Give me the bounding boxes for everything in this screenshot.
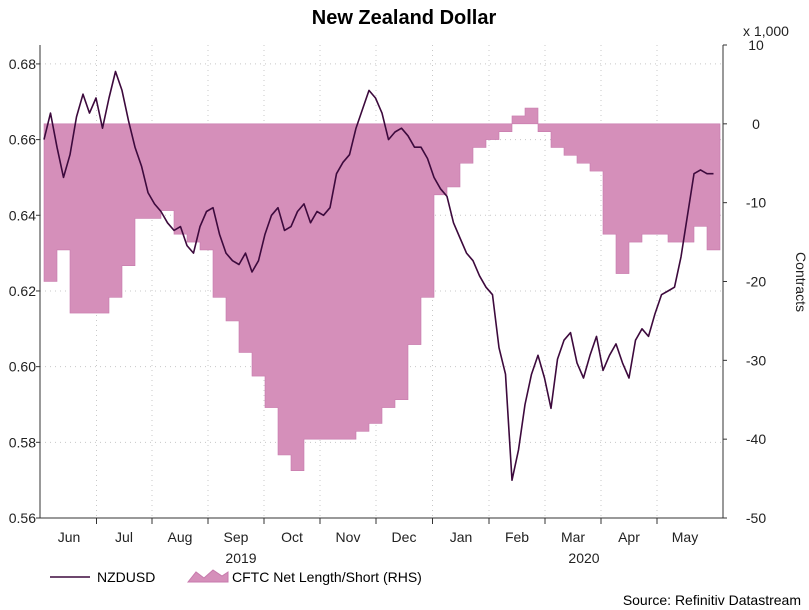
month-tick-label: Aug bbox=[168, 529, 193, 545]
right-axis-label: Contracts bbox=[793, 252, 809, 312]
axes bbox=[36, 44, 727, 524]
cftc-area bbox=[43, 107, 721, 471]
left-tick-label: 0.58 bbox=[9, 434, 36, 450]
nzdusd-line bbox=[43, 70, 714, 482]
left-tick-label: 0.56 bbox=[9, 510, 36, 526]
month-tick-label: May bbox=[672, 529, 698, 545]
legend-area-swatch bbox=[186, 569, 229, 583]
left-tick-label: 0.68 bbox=[9, 56, 36, 72]
year-tick-label: 2019 bbox=[225, 550, 256, 566]
tick-labels: 0.56 0.58 0.60 0.62 0.64 0.66 0.68 -50 -40 -30 -20… bbox=[9, 37, 767, 566]
month-tick-label: Nov bbox=[336, 529, 361, 545]
legend-line-label: NZDUSD bbox=[97, 569, 155, 585]
right-tick-label: -40 bbox=[746, 431, 766, 447]
legend-area-label: CFTC Net Length/Short (RHS) bbox=[232, 569, 422, 585]
left-tick-label: 0.62 bbox=[9, 283, 36, 299]
month-tick-label: Jul bbox=[115, 529, 133, 545]
month-tick-label: Oct bbox=[281, 529, 303, 545]
nzdusd-line-series bbox=[43, 70, 714, 482]
month-tick-label: Mar bbox=[561, 529, 585, 545]
left-tick-label: 0.60 bbox=[9, 359, 36, 375]
month-tick-label: Dec bbox=[392, 529, 417, 545]
month-tick-label: Jan bbox=[450, 529, 473, 545]
right-tick-label: -20 bbox=[746, 274, 766, 290]
right-axis-scale-label: x 1,000 bbox=[743, 23, 789, 39]
chart-title: New Zealand Dollar bbox=[312, 7, 497, 29]
month-tick-label: Jun bbox=[58, 529, 81, 545]
right-tick-label: 10 bbox=[748, 37, 764, 53]
right-tick-label: 0 bbox=[752, 116, 760, 132]
month-tick-label: Sep bbox=[224, 529, 249, 545]
right-tick-label: -10 bbox=[746, 195, 766, 211]
source-note: Source: Refinitiv Datastream bbox=[623, 592, 801, 608]
right-tick-label: -30 bbox=[746, 352, 766, 368]
month-tick-label: Apr bbox=[618, 529, 640, 545]
month-tick-label: Feb bbox=[505, 529, 529, 545]
left-tick-label: 0.64 bbox=[9, 207, 36, 223]
left-tick-label: 0.66 bbox=[9, 132, 36, 148]
right-tick-label: -50 bbox=[746, 510, 766, 526]
legend: NZDUSD CFTC Net Length/Short (RHS) bbox=[50, 569, 422, 585]
cftc-area-series bbox=[43, 107, 721, 471]
year-tick-label: 2020 bbox=[568, 550, 599, 566]
